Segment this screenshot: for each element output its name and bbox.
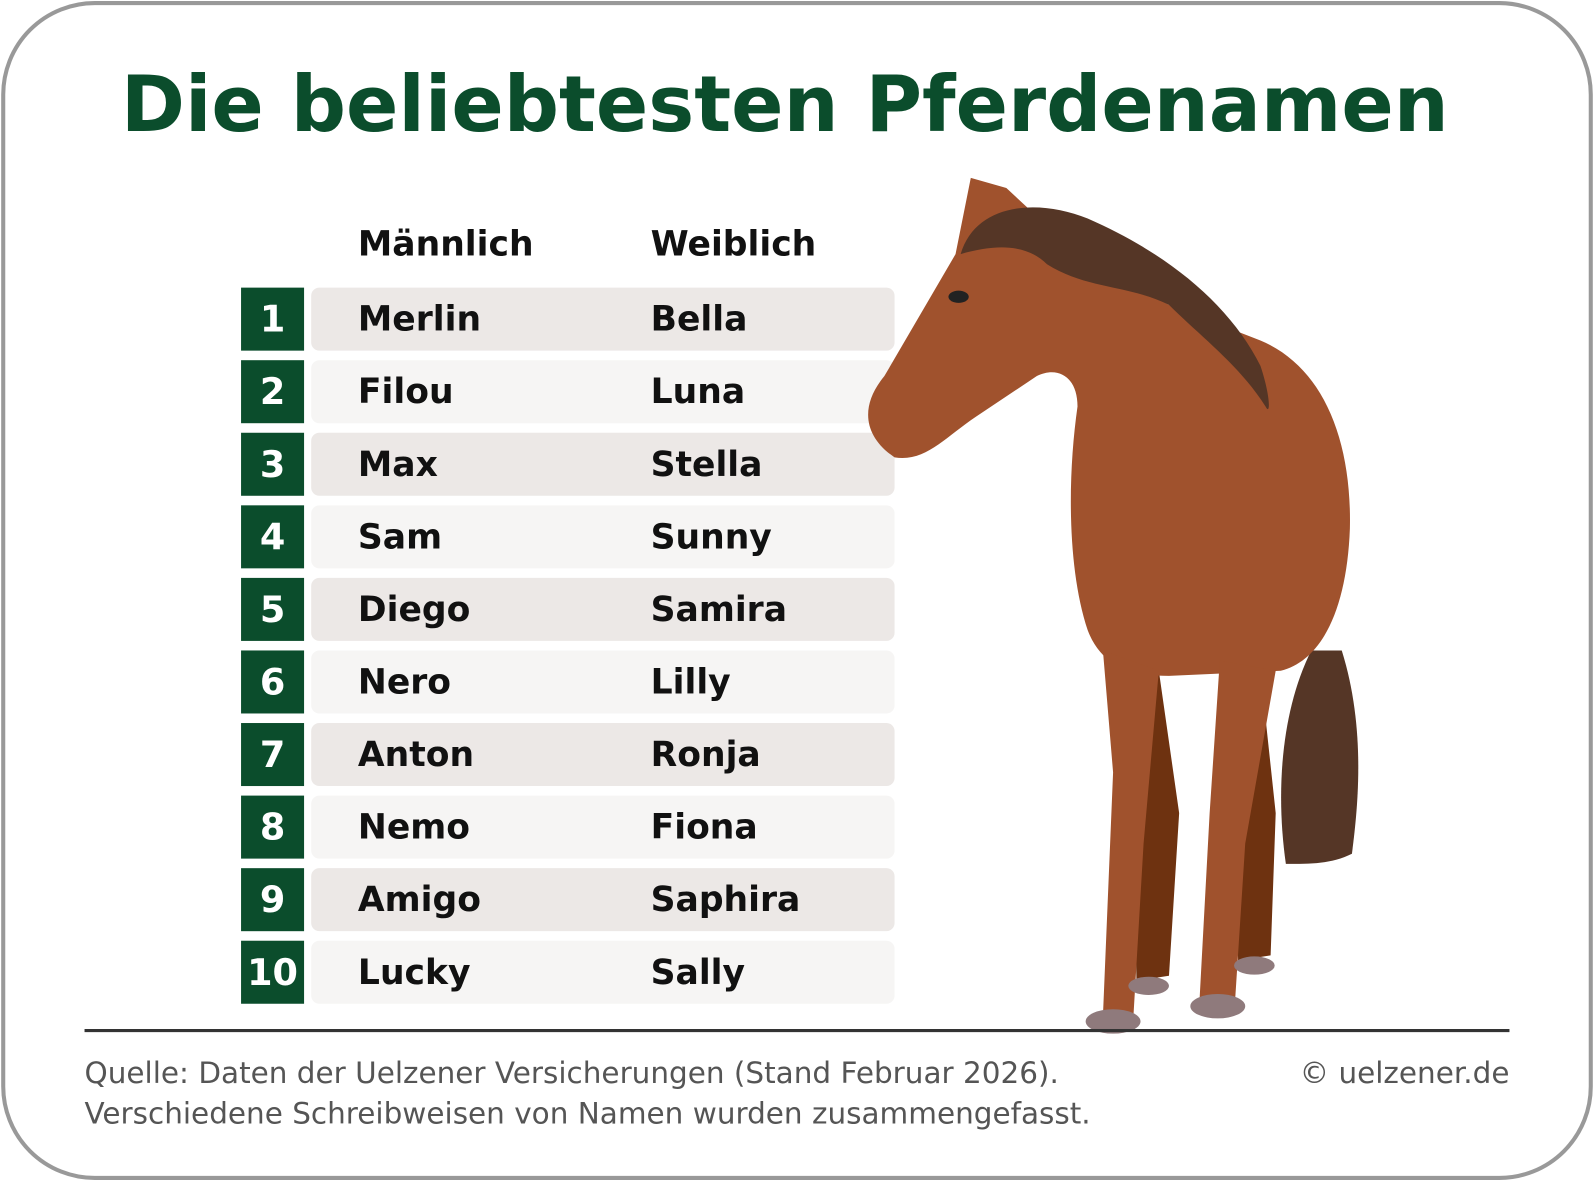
copyright: © uelzener.de xyxy=(1300,1056,1510,1090)
rank-box xyxy=(241,287,305,351)
male-name: Filou xyxy=(358,372,454,412)
source-note: Verschiedene Schreibweisen von Namen wur… xyxy=(85,1096,1091,1130)
rank-box xyxy=(241,650,305,714)
rank: 2 xyxy=(260,370,285,413)
rank: 8 xyxy=(260,806,285,849)
rank: 9 xyxy=(260,878,285,921)
column-header: Männlich xyxy=(358,224,534,264)
rank: 4 xyxy=(260,515,285,558)
rank-box xyxy=(241,577,305,641)
row-background xyxy=(311,360,895,424)
female-name: Lilly xyxy=(651,663,731,703)
male-name: Merlin xyxy=(358,300,481,340)
female-name: Luna xyxy=(651,372,746,412)
female-name: Fiona xyxy=(651,808,758,848)
source-note: Quelle: Daten der Uelzener Versicherunge… xyxy=(85,1056,1059,1090)
title: Die beliebtesten Pferdenamen xyxy=(121,60,1449,150)
female-name: Samira xyxy=(651,590,787,630)
female-name: Saphira xyxy=(651,880,801,920)
male-name: Sam xyxy=(358,517,442,557)
female-name: Ronja xyxy=(651,735,761,775)
rank-box xyxy=(241,940,305,1004)
rank-box xyxy=(241,868,305,932)
female-name: Sunny xyxy=(651,517,772,557)
rank: 1 xyxy=(260,298,285,341)
row-background xyxy=(311,940,895,1004)
table: 1 Merlin Bella 2 Filou Luna 3 Max Stella 4 Sam Sunn… xyxy=(241,287,895,1004)
row-background xyxy=(311,868,895,932)
male-name: Lucky xyxy=(358,953,471,993)
rank: 7 xyxy=(260,733,285,776)
rank-box xyxy=(241,360,305,424)
rank-box xyxy=(241,795,305,859)
male-name: Diego xyxy=(358,590,470,630)
rank: 6 xyxy=(260,661,285,704)
rank: 5 xyxy=(260,588,285,631)
row-background xyxy=(311,287,895,351)
row-background xyxy=(311,795,895,859)
male-name: Nemo xyxy=(358,808,470,848)
male-name: Max xyxy=(358,445,438,485)
column-header: Weiblich xyxy=(651,224,817,264)
row-background xyxy=(311,650,895,714)
row-background xyxy=(311,432,895,496)
female-name: Sally xyxy=(651,953,745,993)
row-background xyxy=(311,577,895,641)
male-name: Anton xyxy=(358,735,474,775)
rank: 3 xyxy=(260,443,285,486)
female-name: Bella xyxy=(651,300,748,340)
female-name: Stella xyxy=(651,445,763,485)
rank: 10 xyxy=(247,951,298,994)
rank-box xyxy=(241,432,305,496)
male-name: Nero xyxy=(358,663,451,703)
horse-illustration xyxy=(868,177,1359,1034)
rank-box xyxy=(241,723,305,787)
rank-box xyxy=(241,505,305,569)
row-background xyxy=(311,505,895,569)
male-name: Amigo xyxy=(358,880,481,920)
row-background xyxy=(311,723,895,787)
